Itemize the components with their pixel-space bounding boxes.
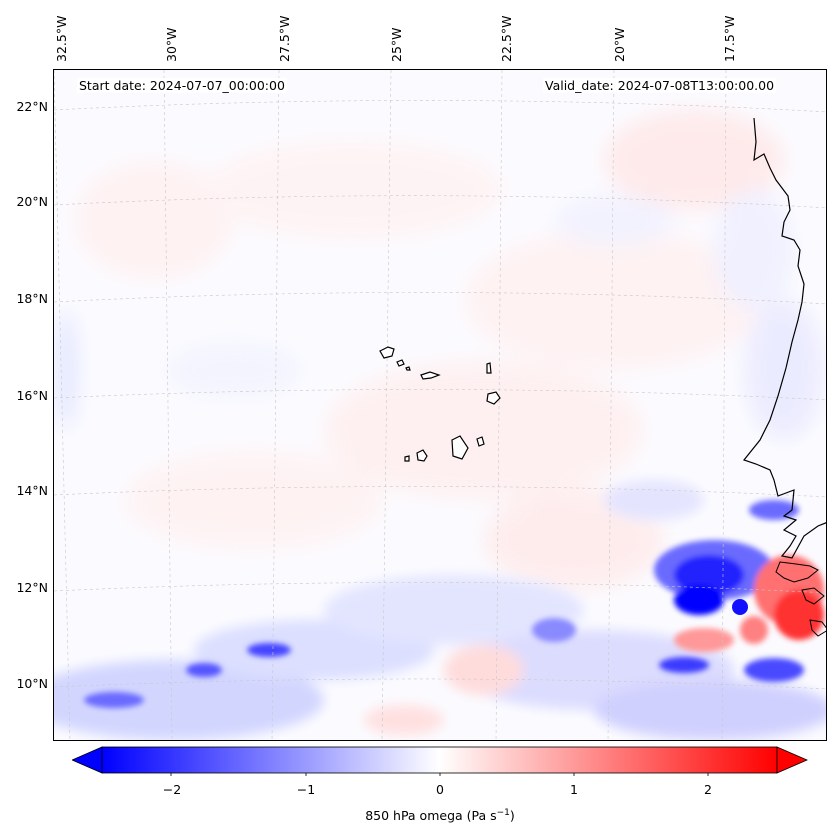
colorbar-label-suffix: ): [509, 808, 515, 824]
lat-label-12n: 12°N: [16, 580, 48, 595]
lat-label-18n: 18°N: [16, 291, 48, 306]
colorbar-extend-max: [776, 746, 808, 774]
island-santa-luzia: [405, 366, 411, 371]
lat-label-16n: 16°N: [16, 388, 48, 403]
island-sao-nicolau: [420, 371, 441, 380]
lon-label-25w: 25°W: [389, 27, 404, 62]
lon-label-32-5w: 32.5°W: [54, 15, 69, 62]
colorbar-ticks: [170, 773, 709, 776]
africa-coastline: [742, 117, 826, 559]
omega-field-map: [54, 70, 826, 740]
field-texture-south: [54, 480, 826, 740]
lon-label-30w: 30°W: [164, 27, 179, 62]
lon-label-17-5w: 17.5°W: [722, 15, 737, 62]
field-strong-features: [84, 500, 824, 708]
lat-label-20n: 20°N: [16, 194, 48, 209]
start-date-label: Start date: 2024-07-07_00:00:00: [77, 78, 287, 93]
map-panel: [53, 69, 827, 741]
colorbar-label-exponent: −1: [496, 808, 510, 818]
island-santo-antao: [379, 346, 395, 359]
bijagos-islands: [809, 619, 826, 637]
valid-date-label: Valid_date: 2024-07-08T13:00:00.00: [543, 78, 777, 93]
field-texture-north: [54, 110, 824, 590]
graticule: [54, 70, 826, 740]
lat-label-14n: 14°N: [16, 483, 48, 498]
colorbar-label: 850 hPa omega (Pa s−1): [0, 808, 837, 823]
lon-label-22-5w: 22.5°W: [499, 15, 514, 62]
island-sal: [486, 362, 492, 374]
island-santiago: [451, 435, 469, 460]
gambia-coast: [775, 561, 819, 583]
colorbar: [72, 746, 808, 776]
cape-verde-islands: [379, 346, 501, 462]
colorbar-tick-neg1: −1: [296, 782, 316, 797]
lat-label-22n: 22°N: [16, 99, 48, 114]
island-maio: [476, 436, 485, 447]
colorbar-tick-1: 1: [570, 782, 578, 797]
island-fogo: [416, 449, 428, 462]
lon-label-27-5w: 27.5°W: [277, 15, 292, 62]
guinea-bissau-coast: [801, 587, 825, 605]
lat-label-10n: 10°N: [16, 676, 48, 691]
colorbar-tick-0: 0: [436, 782, 444, 797]
island-sao-vicente: [396, 359, 405, 367]
island-brava: [404, 455, 410, 462]
lon-label-20w: 20°W: [612, 27, 627, 62]
colorbar-extend-min: [72, 746, 103, 774]
island-boa-vista: [486, 391, 501, 405]
colorbar-tick-neg2: −2: [162, 782, 182, 797]
colorbar-label-prefix: 850 hPa omega (Pa s: [365, 808, 497, 824]
field-blue-core: [732, 599, 748, 615]
colorbar-body: [101, 746, 778, 774]
colorbar-tick-2: 2: [704, 782, 712, 797]
